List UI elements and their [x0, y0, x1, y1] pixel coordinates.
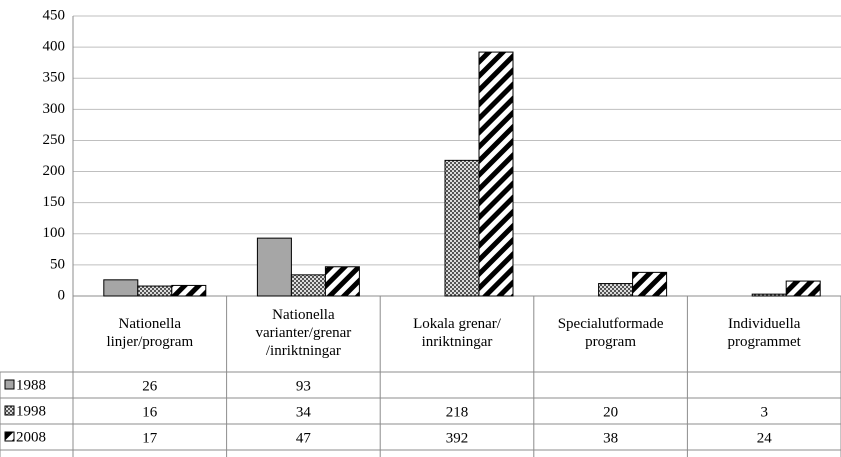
bar [290, 274, 326, 297]
y-tick-label: 300 [43, 101, 66, 117]
x-tick-label-line: inriktningar [422, 334, 493, 350]
bar [751, 293, 787, 297]
bar [171, 284, 207, 297]
table-value: 16 [142, 404, 158, 420]
y-tick-label: 100 [43, 225, 66, 241]
bar [444, 159, 480, 297]
x-tick-label: Lokala grenar/inriktningar [413, 316, 502, 350]
y-tick-label: 450 [43, 7, 66, 23]
table-value: 218 [446, 404, 469, 420]
x-tick-label-line: Lokala grenar/ [413, 316, 502, 332]
x-tick-label: Individuella programmet [728, 316, 802, 350]
x-tick-label-line: Nationella [272, 307, 335, 323]
y-tick-label: 150 [43, 194, 66, 210]
table-value: 20 [603, 404, 618, 420]
legend-label: 1988 [16, 377, 46, 393]
table-value: 3 [760, 404, 768, 420]
table-value: 392 [446, 430, 469, 446]
legend-label: 2008 [16, 429, 46, 445]
x-tick-label-line: varianter/grenar [256, 325, 352, 341]
bar [324, 266, 360, 297]
x-tick-label-line: program [585, 334, 636, 350]
bar [598, 283, 634, 297]
legend-key [4, 379, 15, 390]
x-tick-label: Nationella varianter/grenar/inriktningar [256, 307, 352, 359]
y-tick-label: 250 [43, 132, 66, 148]
table-value: 47 [296, 430, 312, 446]
x-tick-label: Nationella linjer/program [106, 316, 193, 350]
table-value: 24 [757, 430, 773, 446]
bar [632, 271, 668, 297]
y-tick-label: 50 [50, 256, 65, 272]
x-tick-label-line: Individuella [728, 316, 801, 332]
bar [103, 279, 139, 297]
y-tick-label: 350 [43, 70, 66, 86]
bar [478, 51, 514, 297]
x-tick-label: Specialutformade program [558, 316, 664, 350]
bar [256, 237, 292, 297]
x-tick-label-line: Specialutformade [558, 316, 664, 332]
bar [785, 280, 821, 297]
table-value: 17 [142, 430, 158, 446]
table-value: 34 [296, 404, 312, 420]
table-value: 93 [296, 378, 311, 394]
legend-label: 1998 [16, 403, 46, 419]
table-value: 38 [603, 430, 618, 446]
x-tick-label-line: Nationella [119, 316, 182, 332]
y-tick-label: 0 [58, 287, 66, 303]
legend-key [4, 431, 15, 442]
x-tick-label-line: programmet [728, 334, 802, 350]
table-value: 26 [142, 378, 158, 394]
y-tick-label: 400 [43, 39, 66, 55]
x-tick-label-line: linjer/program [106, 334, 193, 350]
y-tick-label: 200 [43, 163, 66, 179]
bar [137, 285, 173, 297]
legend-key [4, 405, 15, 416]
x-tick-label-line: /inriktningar [266, 343, 341, 359]
